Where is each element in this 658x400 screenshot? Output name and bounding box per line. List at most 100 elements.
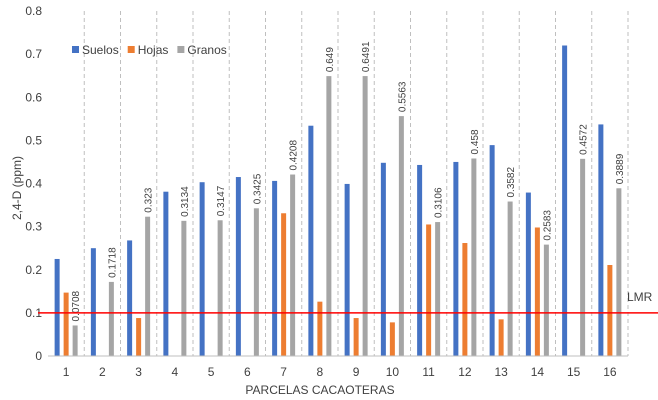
legend-label: Granos: [187, 43, 226, 57]
bar-suelos-15: [562, 45, 568, 356]
reference-line-label: LMR: [627, 290, 653, 304]
bar-suelos-16: [598, 124, 604, 356]
data-label: 0.649: [325, 47, 336, 72]
x-tick-label: 14: [531, 365, 545, 379]
x-tick-label: 12: [458, 365, 472, 379]
bar-suelos-6: [235, 177, 241, 356]
bar-granos-11: [435, 222, 441, 356]
x-tick-label: 1: [63, 365, 70, 379]
reference-line-group: LMR: [38, 290, 658, 314]
x-tick-label: 15: [567, 365, 581, 379]
bar-granos-2: [108, 281, 114, 356]
data-label: 0.3425: [252, 173, 263, 204]
data-label: 0.0708: [71, 290, 82, 321]
data-label: 0.6491: [361, 41, 372, 72]
x-tick-label: 6: [244, 365, 251, 379]
bar-granos-5: [217, 220, 223, 356]
x-tick-label: 13: [494, 365, 508, 379]
y-tick-label: 0.3: [25, 220, 42, 234]
bar-granos-3: [145, 216, 151, 356]
bar-hojas-13: [498, 319, 504, 356]
y-tick-label: 0.6: [25, 90, 42, 104]
bars: [54, 45, 622, 357]
bar-suelos-1: [54, 258, 60, 356]
legend-swatch: [72, 46, 79, 53]
bar-hojas-14: [534, 227, 540, 356]
bar-hojas-12: [462, 243, 468, 356]
bar-suelos-14: [525, 192, 531, 356]
bar-granos-10: [398, 116, 404, 356]
bar-granos-4: [181, 220, 187, 356]
data-label: 0.3147: [216, 185, 227, 216]
bar-suelos-13: [489, 145, 495, 356]
data-labels: 0.0708 0.1718 0.323 0.3134 0.3147 0.3425 0.420…: [71, 41, 626, 321]
legend-label: Suelos: [82, 43, 119, 57]
legend-swatch: [177, 46, 185, 53]
legend-swatch: [127, 46, 135, 53]
bar-granos-12: [471, 158, 477, 356]
y-tick-label: 0.5: [25, 133, 42, 147]
bar-granos-16: [616, 188, 622, 356]
y-tick-label: 0.2: [25, 263, 42, 277]
bar-suelos-9: [344, 183, 350, 356]
y-tick-label: 0: [35, 349, 42, 363]
bar-granos-13: [507, 201, 513, 356]
bar-granos-7: [290, 174, 296, 356]
x-tick-label: 2: [99, 365, 106, 379]
y-tick-label: 0.1: [25, 306, 42, 320]
x-tick-label: 8: [317, 365, 324, 379]
bar-hojas-10: [389, 322, 395, 356]
bar-hojas-8: [317, 301, 323, 356]
x-tick-label: 3: [135, 365, 142, 379]
data-label: 0.5563: [397, 81, 408, 112]
bar-suelos-5: [199, 182, 205, 356]
data-label: 0.1718: [107, 247, 118, 278]
bar-suelos-2: [90, 248, 96, 356]
x-tick-label: 7: [280, 365, 287, 379]
bar-suelos-10: [380, 162, 386, 356]
data-label: 0.4208: [289, 140, 300, 171]
bar-suelos-7: [272, 180, 278, 356]
bar-granos-15: [580, 158, 586, 356]
x-tick-label: 9: [353, 365, 360, 379]
bar-granos-14: [543, 244, 549, 356]
bar-granos-6: [253, 208, 259, 356]
bar-suelos-4: [163, 191, 169, 356]
x-axis-title: PARCELAS CACAOTERAS: [245, 383, 394, 397]
bar-granos-9: [362, 76, 368, 356]
y-tick-label: 0.4: [25, 177, 42, 191]
x-tick-label: 5: [208, 365, 215, 379]
x-tick-label: 11: [422, 365, 435, 379]
legend: Suelos Hojas Granos: [72, 43, 227, 57]
bar-hojas-9: [353, 318, 359, 356]
y-axis-title: 2,4-D (ppm): [10, 156, 24, 220]
x-tick-label: 10: [386, 365, 400, 379]
grid-lines: [83, 11, 629, 356]
bar-hojas-3: [136, 318, 142, 356]
bar-hojas-16: [607, 265, 613, 356]
y-tick-label: 0.7: [25, 47, 42, 61]
bar-suelos-3: [127, 240, 133, 356]
data-label: 0.4572: [579, 124, 590, 155]
data-label: 0.323: [144, 187, 155, 212]
legend-label: Hojas: [138, 43, 169, 57]
bar-granos-1: [72, 325, 78, 356]
data-label: 0.3106: [434, 187, 445, 218]
y-tick-label: 0.8: [25, 4, 42, 18]
axes: 00.10.20.30.40.50.60.70.81 2 3 4 5 6 7 8 9 10 11 12…: [25, 4, 628, 379]
x-tick-label: 4: [172, 365, 179, 379]
bar-suelos-8: [308, 125, 314, 357]
bar-hojas-1: [63, 292, 69, 356]
x-tick-label: 16: [603, 365, 617, 379]
data-label: 0.3134: [180, 186, 191, 217]
bar-hojas-11: [426, 224, 432, 356]
bar-suelos-12: [453, 161, 459, 356]
data-label: 0.2583: [542, 210, 553, 241]
data-label: 0.458: [470, 129, 481, 154]
bar-suelos-11: [417, 164, 423, 356]
data-label: 0.3582: [506, 167, 517, 198]
data-label: 0.3889: [615, 153, 626, 184]
bar-granos-8: [326, 76, 332, 357]
bar-hojas-7: [281, 213, 287, 356]
